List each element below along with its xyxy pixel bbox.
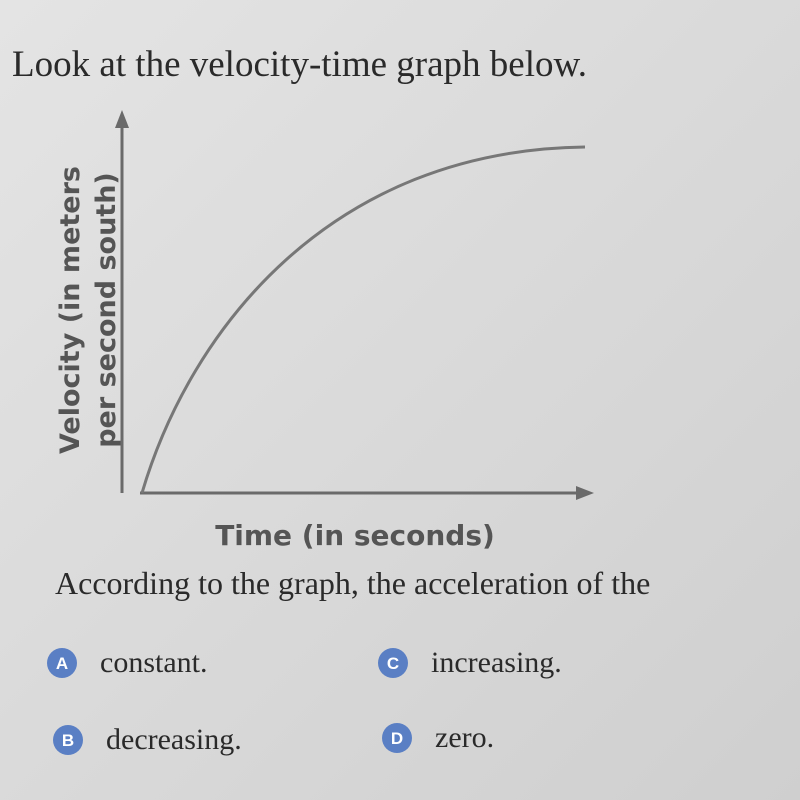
option-badge xyxy=(378,648,408,678)
option-badge xyxy=(53,725,83,755)
option-letter: C xyxy=(387,654,399,673)
option-badge xyxy=(382,723,412,753)
x-arrow xyxy=(576,486,594,500)
option-badge xyxy=(47,648,77,678)
option-letter: D xyxy=(391,729,403,748)
x-label: Time (in seconds) xyxy=(215,519,495,552)
graph xyxy=(115,110,594,500)
y-arrow xyxy=(115,110,129,128)
curve xyxy=(140,145,586,494)
option-text: constant. xyxy=(100,646,207,679)
option-text: decreasing. xyxy=(106,723,242,756)
option-text: increasing. xyxy=(431,646,562,679)
option-text: zero. xyxy=(435,721,494,754)
y-label: Velocity (in meters per second south) xyxy=(55,166,122,454)
question: According to the graph, the acceleration… xyxy=(55,565,650,601)
option-letter: A xyxy=(56,654,68,673)
y-label-line: per second south) xyxy=(91,172,122,448)
title: Look at the velocity-time graph below. xyxy=(12,44,587,85)
option-letter: B xyxy=(62,731,74,750)
y-label-line: Velocity (in meters xyxy=(55,166,86,454)
